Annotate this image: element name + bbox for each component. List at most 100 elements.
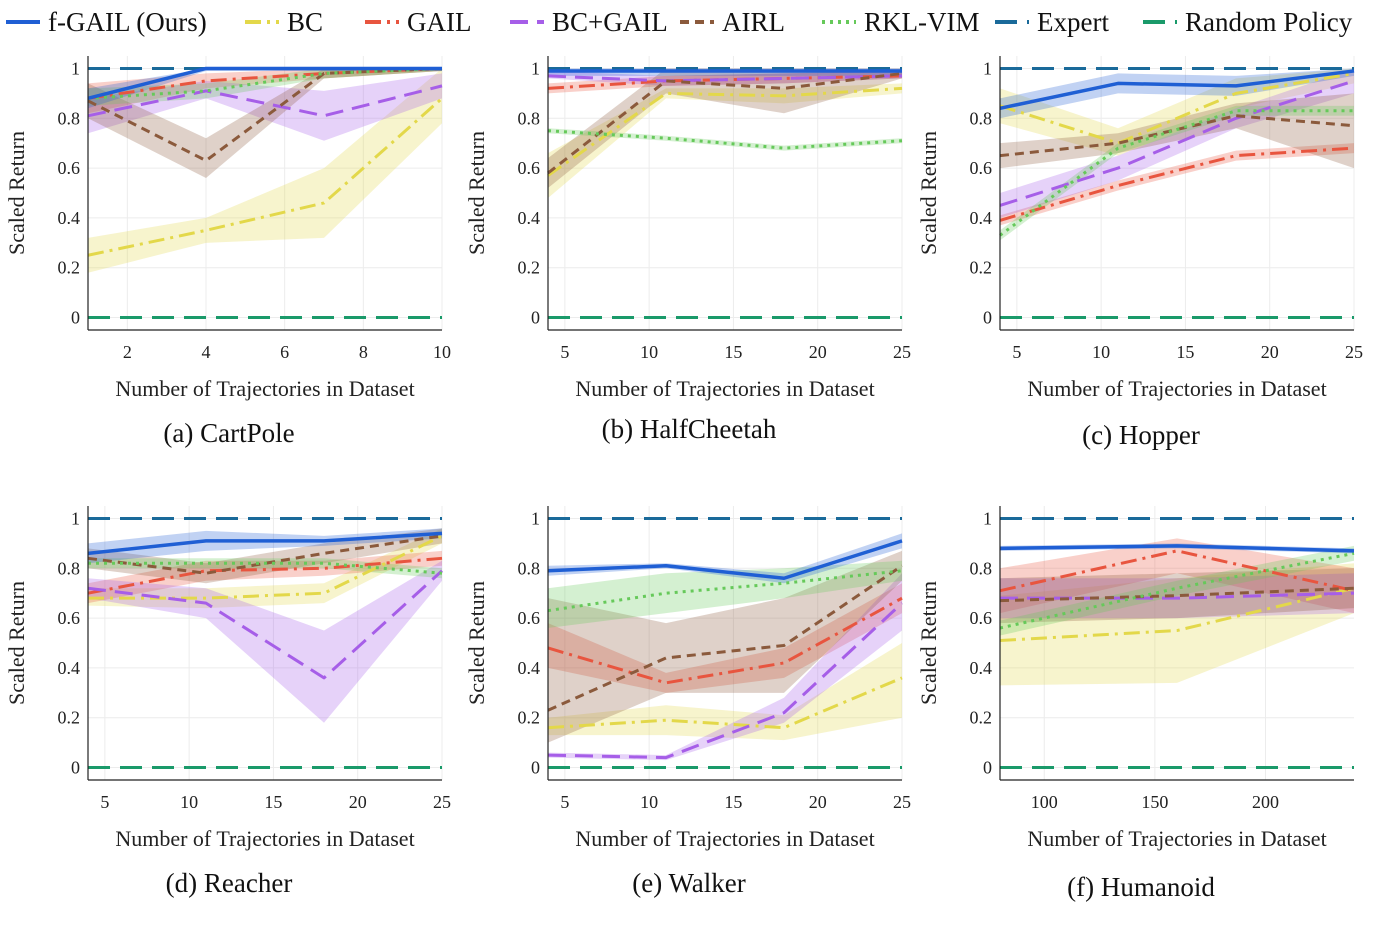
band-airl — [548, 68, 902, 189]
legend-svg: f-GAIL (Ours) BC GAIL BC+GAIL AIRL RKL-VIM Exp… — [6, 7, 1353, 37]
line-f-gail-ours — [547, 539, 903, 580]
line-airl — [547, 564, 903, 712]
x-tick-label: 25 — [893, 342, 911, 362]
legend-item-bc-gail: BC+GAIL — [510, 7, 668, 37]
legend: f-GAIL (Ours) BC GAIL BC+GAIL AIRL RKL-VIM Exp… — [0, 0, 1376, 44]
band-bc-gail — [548, 573, 902, 761]
x-tick-label: 10 — [640, 342, 658, 362]
x-tick-label: 10 — [433, 342, 451, 362]
x-tick-label: 10 — [640, 792, 658, 812]
line-bc-gail — [547, 74, 903, 83]
y-tick-label: 1 — [71, 508, 80, 528]
x-tick-label: 15 — [724, 342, 742, 362]
y-tick-label: 0 — [983, 308, 992, 328]
series-humanoid — [999, 544, 1355, 643]
x-axis-label: Number of Trajectories in Dataset — [1027, 826, 1326, 851]
y-axis-label: Scaled Return — [916, 131, 941, 255]
y-tick-label: 0.4 — [58, 658, 81, 678]
y-tick-label: 0.2 — [518, 258, 541, 278]
legend-item-random-policy: Random Policy — [1143, 7, 1353, 37]
line-f-gail-ours — [87, 531, 443, 556]
band-f-gail-ours — [88, 68, 442, 109]
x-tick-label: 20 — [809, 792, 827, 812]
x-axis-label: Number of Trajectories in Dataset — [115, 826, 414, 851]
y-tick-label: 0.6 — [970, 608, 993, 628]
y-tick-label: 1 — [531, 58, 540, 78]
caption-hopper: (c) Hopper — [1082, 420, 1200, 450]
y-tick-label: 1 — [983, 508, 992, 528]
line-f-gail-ours — [87, 66, 442, 101]
y-tick-label: 0 — [531, 758, 540, 778]
y-tick-label: 0.8 — [58, 108, 81, 128]
chart-panel-halfcheetah: 5 10 15 20 25 0 0.2 0.4 0.6 0.8 1 Number of Traject… — [460, 50, 918, 490]
line-bc — [88, 534, 443, 600]
legend-label-airl: AIRL — [722, 7, 785, 37]
x-tick-label: 20 — [349, 792, 367, 812]
legend-item-f-gail-ours: f-GAIL (Ours) — [6, 7, 207, 37]
x-tick-label: 5 — [100, 792, 109, 812]
x-tick-label: 15 — [1176, 342, 1194, 362]
series-cartpole — [87, 66, 443, 257]
chart-panel-cartpole: 2 4 6 8 10 0 0.2 0.4 0.6 0.8 1 Number of Trajectori… — [0, 50, 458, 490]
y-tick-label: 0.6 — [58, 608, 81, 628]
band-bc — [88, 68, 442, 273]
y-tick-label: 0.2 — [58, 258, 81, 278]
band-bc-gail — [88, 73, 442, 141]
x-tick-label: 15 — [264, 792, 282, 812]
line-bc-gail — [547, 602, 904, 760]
y-tick-label: 0.4 — [518, 658, 541, 678]
x-axis-label: Number of Trajectories in Dataset — [575, 376, 874, 401]
x-tick-label: 5 — [560, 342, 569, 362]
bands-hopper — [1000, 68, 1354, 241]
x-tick-label: 8 — [359, 342, 368, 362]
legend-item-gail: GAIL — [365, 7, 471, 37]
band-airl — [88, 68, 442, 179]
x-tick-label: 2 — [123, 342, 132, 362]
band-gail — [548, 583, 902, 693]
caption-cartpole: (a) CartPole — [163, 418, 295, 448]
line-gail — [999, 146, 1355, 222]
chart-svg-hopper: 5 10 15 20 25 0 0.2 0.4 0.6 0.8 1 Number of Traject… — [916, 56, 1363, 401]
caption-humanoid: (f) Humanoid — [1067, 872, 1215, 902]
caption-reacher: (d) Reacher — [165, 868, 293, 898]
series-halfcheetah — [547, 69, 903, 177]
line-bc-gail — [87, 84, 443, 118]
x-tick-label: 200 — [1252, 792, 1279, 812]
band-rkl-vim — [1000, 545, 1354, 636]
legend-label-gail: GAIL — [407, 7, 471, 37]
x-tick-label: 100 — [1031, 792, 1058, 812]
bands-reacher — [88, 528, 442, 723]
band-airl — [548, 550, 902, 743]
x-tick-label: 20 — [1261, 342, 1279, 362]
line-gail — [999, 549, 1355, 593]
line-gail — [87, 556, 443, 595]
line-bc-gail — [999, 79, 1355, 207]
band-gail — [88, 550, 442, 604]
x-tick-label: 150 — [1141, 792, 1168, 812]
y-tick-label: 0.4 — [58, 208, 81, 228]
y-axis-label: Scaled Return — [4, 581, 29, 705]
y-tick-label: 0.2 — [970, 258, 993, 278]
y-tick-label: 0.8 — [518, 558, 541, 578]
chart-panel-walker: 5 10 15 20 25 0 0.2 0.4 0.6 0.8 1 Number of Traject… — [460, 500, 918, 940]
x-tick-label: 6 — [280, 342, 289, 362]
line-bc-gail — [87, 569, 444, 680]
legend-label-expert: Expert — [1037, 7, 1109, 37]
legend-label-f-gail-ours: f-GAIL (Ours) — [48, 7, 207, 37]
x-tick-label: 10 — [1092, 342, 1110, 362]
band-gail — [548, 70, 902, 94]
band-gail — [88, 68, 442, 114]
y-axis-label: Scaled Return — [4, 131, 29, 255]
y-tick-label: 0.6 — [58, 158, 81, 178]
y-tick-label: 0 — [983, 758, 992, 778]
band-rkl-vim — [548, 560, 902, 629]
y-tick-label: 0.2 — [970, 708, 993, 728]
x-tick-label: 5 — [560, 792, 569, 812]
x-tick-label: 25 — [1345, 342, 1363, 362]
band-airl — [88, 528, 442, 584]
band-f-gail-ours — [88, 528, 442, 564]
line-bc — [547, 676, 903, 730]
chart-panel-hopper: 5 10 15 20 25 0 0.2 0.4 0.6 0.8 1 Number of Traject… — [912, 50, 1370, 490]
line-f-gail-ours — [999, 544, 1355, 553]
y-tick-label: 0.6 — [970, 158, 993, 178]
